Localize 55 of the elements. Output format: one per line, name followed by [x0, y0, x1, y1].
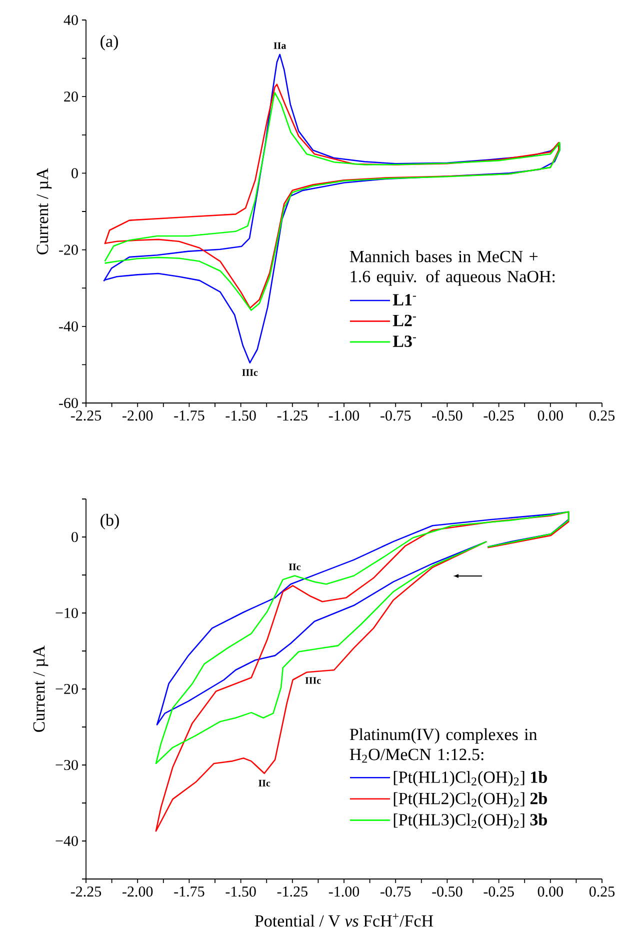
line-series — [156, 511, 570, 726]
x-tick-label: -0.50 — [432, 886, 462, 897]
x-tick-label: 0.00 — [538, 410, 563, 421]
annotation: IIIc — [305, 677, 321, 684]
line-series — [155, 511, 570, 764]
y-tick-label: −30 — [56, 760, 78, 770]
y-tick-label: 20 — [64, 92, 78, 102]
y-tick-label: -40 — [59, 321, 78, 332]
annotation: IIc — [288, 564, 301, 570]
y-tick-label: 0 — [72, 168, 78, 178]
x-tick-label: -1.50 — [226, 886, 256, 897]
y-tick-label: −20 — [56, 684, 78, 694]
x-tick-label: -2.25 — [70, 410, 102, 421]
line-series — [155, 511, 570, 832]
x-tick-label: -0.50 — [432, 410, 462, 421]
legend-label: [Pt(HL3)Cl$_{2}$(OH)$_{2}$] 3b — [394, 814, 547, 829]
y-axis-title: Current / µA — [33, 646, 48, 732]
line-series — [103, 54, 560, 364]
x-tick-label: -0.75 — [380, 410, 411, 421]
legend-label: [Pt(HL2)Cl$_{2}$(OH)$_{2}$] 2b — [394, 792, 547, 808]
x-tick-label: -2.25 — [70, 886, 102, 897]
x-tick-label: 0.25 — [589, 410, 615, 421]
annotation: (a) — [100, 35, 118, 50]
y-tick-label: −40 — [56, 836, 78, 846]
x-tick-label: -1.00 — [328, 410, 360, 421]
x-tick-label: -1.75 — [174, 886, 204, 897]
legend-label: L1$^{-}$ — [392, 294, 416, 306]
x-tick-label: -1.75 — [174, 410, 204, 421]
x-tick-label: -1.50 — [226, 410, 256, 421]
annotation: IIa — [274, 42, 286, 49]
x-axis-title: Potential / V vs FcH$^{+}$/FcH — [254, 914, 434, 927]
legend-title: Platinum(IV) complexes in H$_{2}$O/MeCN 1:12.5: — [350, 728, 538, 763]
y-tick-label: 40 — [64, 14, 78, 26]
annotation: IIc — [258, 780, 270, 786]
x-tick-label: -0.25 — [484, 410, 514, 421]
y-tick-label: -20 — [59, 244, 78, 255]
x-tick-label: -1.25 — [277, 410, 308, 421]
y-tick-label: 0 — [72, 532, 78, 542]
legend-title: Mannich bases in MeCN + 1.6 equiv. of aqueous NaOH: — [350, 250, 555, 286]
y-tick-label: −10 — [56, 608, 78, 618]
x-tick-label: -1.25 — [277, 886, 308, 897]
y-tick-label: -60 — [59, 398, 78, 408]
x-tick-label: 0.00 — [538, 886, 563, 897]
legend-label: L3$^{-}$ — [392, 336, 416, 347]
x-tick-label: -0.25 — [484, 886, 514, 897]
x-tick-label: -2.00 — [122, 886, 153, 897]
legend-label: L2$^{-}$ — [392, 314, 416, 326]
x-tick-label: -1.00 — [328, 886, 360, 897]
legend-label: [Pt(HL1)Cl$_{2}$(OH)$_{2}$] 1b — [394, 770, 547, 786]
annotation: IIIc — [242, 369, 258, 376]
x-tick-label: -0.75 — [380, 886, 411, 897]
y-axis-title: Current / µA — [36, 168, 52, 254]
annotation: (b) — [100, 514, 119, 530]
x-tick-label: 0.25 — [589, 886, 615, 897]
x-tick-label: -2.00 — [122, 410, 153, 421]
